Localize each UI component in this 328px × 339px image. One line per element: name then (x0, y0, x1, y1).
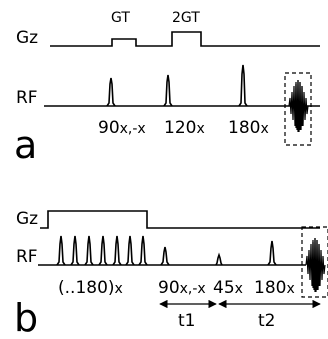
panel-a-rf-label: RF (16, 88, 38, 108)
panel-a-letter: a (14, 123, 37, 167)
panel-b-gz-label: Gz (16, 209, 38, 229)
panel-a-pulse-180 (238, 64, 248, 107)
panel-b-echo-signal (301, 226, 328, 298)
panel-a-pulse-120-label: 120x (164, 118, 205, 138)
train-pulse-4 (98, 235, 108, 266)
panel-b-pulse-train (56, 235, 148, 266)
panel-a-pulse-180-label: 180x (228, 118, 269, 138)
train-pulse-2 (70, 235, 80, 266)
panel-a-pulse-120 (163, 74, 173, 107)
panel-b-t2-label: t2 (258, 311, 275, 331)
train-pulse-5 (112, 235, 122, 266)
panel-b-pulse-90 (160, 246, 170, 266)
panel-b-pulse-train-label: (..180)x (58, 278, 123, 298)
panel-b-pulse-45-label: 45x (213, 278, 243, 298)
panel-b-rf-label: RF (16, 247, 38, 267)
train-pulse-1 (56, 235, 66, 266)
panel-a-gz-label: Gz (16, 28, 38, 48)
panel-b-gz-waveform (40, 210, 320, 229)
panel-a-gradient-gt-label: GT (111, 10, 130, 26)
panel-b-delay-t1: t1 (159, 299, 217, 331)
panel-b: Gz RF (..180)x 90x,-x (14, 209, 328, 339)
train-pulse-6 (125, 235, 135, 266)
panel-a: Gz GT 2GT RF 90x,-x 120x 180x a (14, 10, 320, 167)
panel-a-pulse-90 (106, 77, 116, 107)
panel-b-pulse-45 (215, 252, 223, 266)
panel-a-gz-waveform (50, 31, 320, 47)
panel-a-gradient-2gt-label: 2GT (172, 10, 200, 26)
panel-b-pulse-90-label: 90x,-x (158, 278, 206, 298)
train-pulse-7 (138, 235, 148, 266)
panel-b-delay-t2: t2 (218, 299, 321, 331)
panel-b-letter: b (14, 296, 38, 339)
panel-a-echo-signal (284, 72, 312, 146)
panel-a-pulse-90-label: 90x,-x (98, 118, 146, 138)
panel-b-t1-label: t1 (178, 311, 195, 331)
train-pulse-3 (84, 235, 94, 266)
panel-b-pulse-180 (267, 240, 277, 266)
panel-b-echo-box (301, 226, 328, 298)
panel-b-pulse-180-label: 180x (254, 278, 295, 298)
